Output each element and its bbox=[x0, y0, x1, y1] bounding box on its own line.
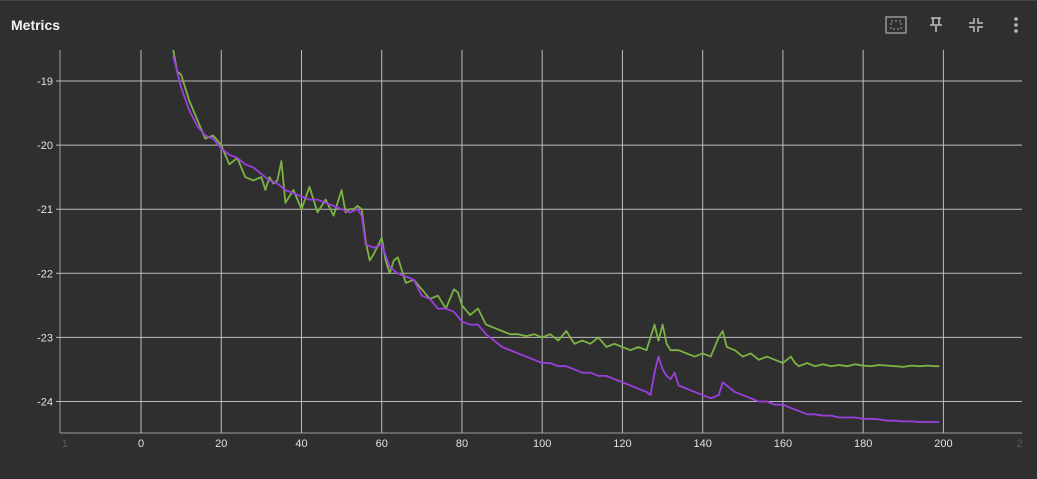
fit-domain-button[interactable] bbox=[885, 14, 907, 36]
x-tick-label: 180 bbox=[854, 438, 872, 450]
x-tick-label-dim: 1 bbox=[62, 438, 68, 450]
fit-domain-icon bbox=[885, 16, 907, 34]
x-tick-label: 140 bbox=[694, 438, 712, 450]
y-tick-label: -22 bbox=[37, 268, 53, 280]
x-tick-label: 60 bbox=[376, 438, 388, 450]
more-options-button[interactable] bbox=[1005, 14, 1027, 36]
more-vert-icon bbox=[1014, 17, 1018, 33]
series-line-2 bbox=[172, 55, 940, 423]
x-tick-label-dim: 2 bbox=[1017, 438, 1023, 450]
card-title: Metrics bbox=[11, 17, 61, 33]
x-tick-label: 40 bbox=[295, 438, 307, 450]
x-tick-label: 20 bbox=[215, 438, 227, 450]
y-axis-ticks: -19 -20 -21 -22 -23 -24 bbox=[37, 76, 53, 409]
y-tick-label: -20 bbox=[37, 140, 53, 152]
y-tick-label: -23 bbox=[37, 332, 53, 344]
y-tick-label: -19 bbox=[37, 76, 53, 88]
series-line-1 bbox=[172, 50, 940, 368]
collapse-button[interactable] bbox=[965, 14, 987, 36]
y-tick-label: -24 bbox=[37, 397, 53, 409]
y-tick-label: -21 bbox=[37, 204, 53, 216]
pin-button[interactable] bbox=[925, 14, 947, 36]
chart-series bbox=[172, 50, 940, 423]
collapse-icon bbox=[969, 18, 983, 32]
x-tick-label: 160 bbox=[774, 438, 792, 450]
x-tick-label: 100 bbox=[533, 438, 551, 450]
card-header: Metrics bbox=[0, 0, 1037, 50]
card-toolbar bbox=[885, 14, 1027, 36]
chart-grid bbox=[56, 50, 1022, 434]
x-axis-ticks: 0 20 40 60 80 100 120 140 160 180 200 1 2 bbox=[62, 438, 1023, 450]
x-tick-label: 80 bbox=[456, 438, 468, 450]
x-tick-label: 0 bbox=[138, 438, 144, 450]
x-tick-label: 200 bbox=[934, 438, 952, 450]
pin-icon bbox=[930, 17, 942, 32]
x-tick-label: 120 bbox=[613, 438, 631, 450]
